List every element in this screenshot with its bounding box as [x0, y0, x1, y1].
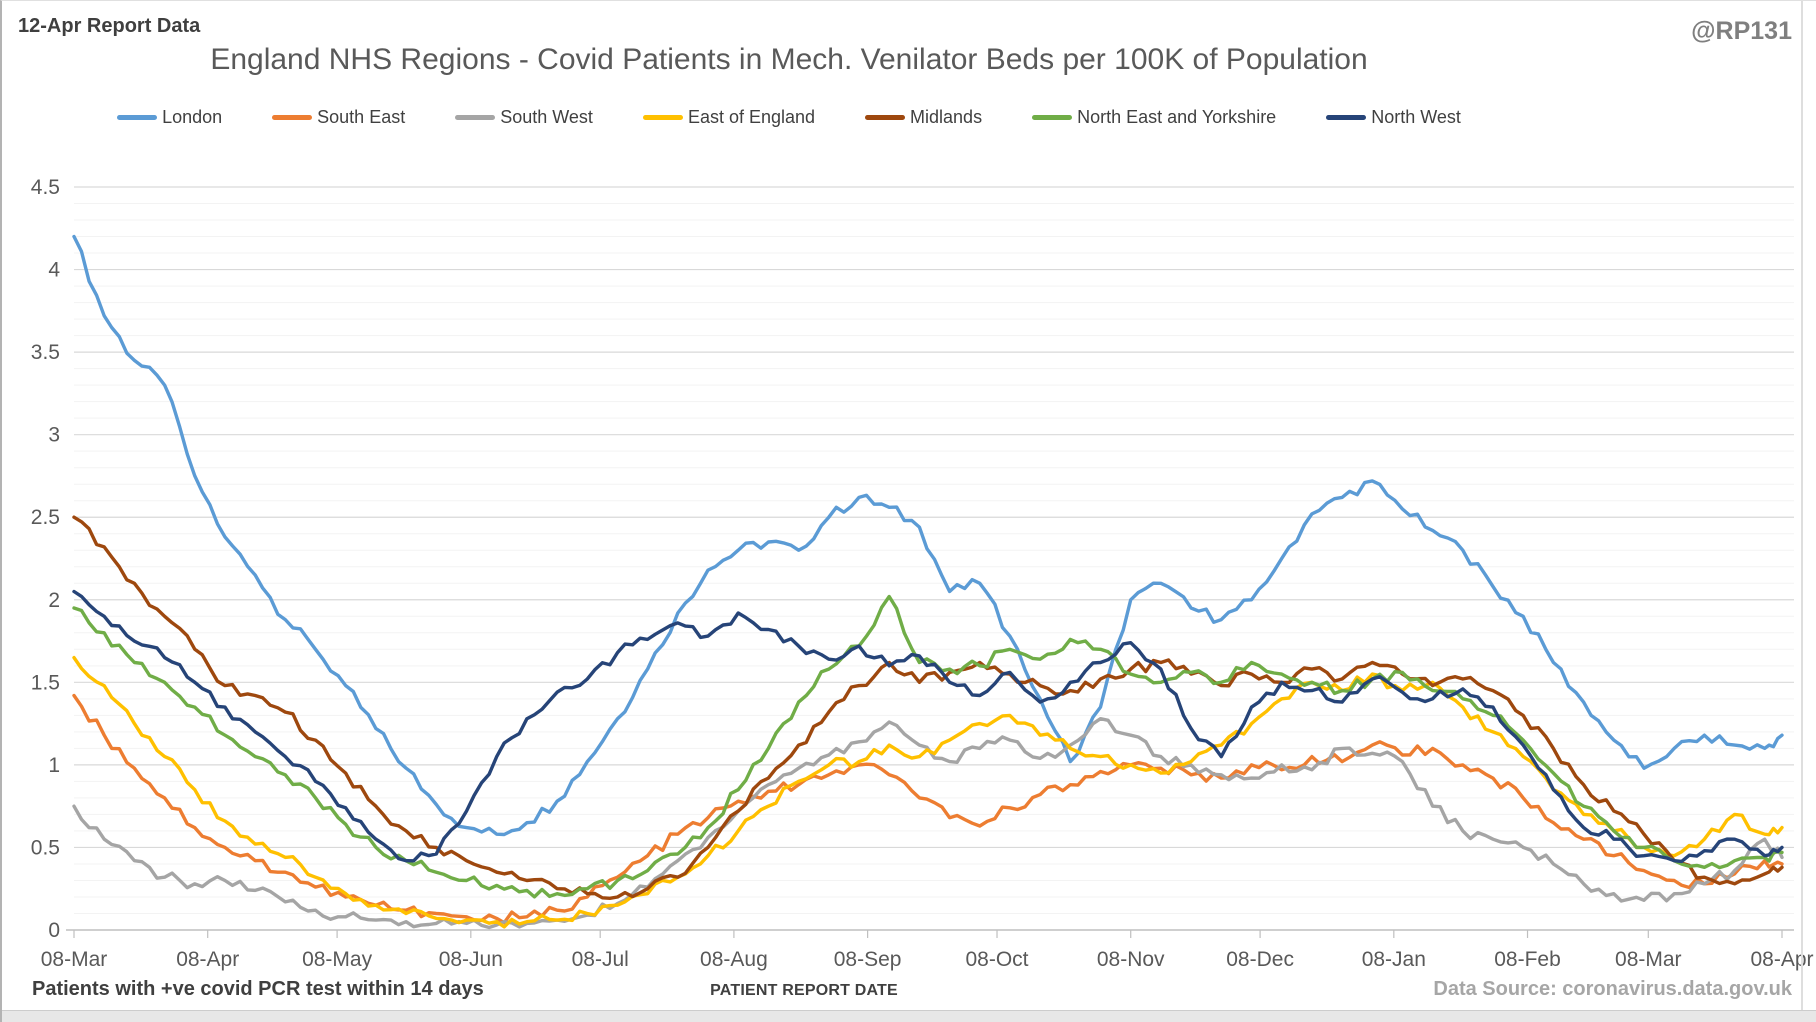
legend-item-north-east-and-yorkshire: North East and Yorkshire — [1032, 107, 1276, 128]
legend-item-midlands: Midlands — [865, 107, 982, 128]
x-tick-label: 08-Jun — [439, 948, 503, 971]
x-tick-label: 08-Aug — [700, 948, 768, 971]
report-date-label: 12-Apr Report Data — [18, 15, 201, 37]
series-line-south-west — [72, 717, 1784, 930]
x-tick-label: 08-Apr — [1750, 948, 1813, 971]
x-tick-label: 08-Mar — [41, 948, 108, 971]
legend-swatch-london — [117, 115, 158, 120]
x-axis-ticks — [73, 930, 1783, 938]
x-tick-label: 08-Feb — [1494, 948, 1561, 971]
legend-item-north-west: North West — [1326, 107, 1461, 128]
legend-swatch-north-east-and-yorkshire — [1032, 115, 1073, 120]
legend-item-south-west: South West — [455, 107, 593, 128]
y-tick-label: 1 — [48, 754, 60, 777]
legend-item-east-of-england: East of England — [642, 107, 816, 128]
legend-item-london: London — [117, 107, 222, 128]
legend-swatch-south-east — [272, 115, 313, 120]
x-tick-label: 08-Dec — [1226, 948, 1294, 971]
x-tick-label: 08-Jan — [1362, 948, 1426, 971]
footnote-pcr-definition: Patients with +ve covid PCR test within … — [32, 978, 484, 1000]
legend-label-midlands: Midlands — [910, 107, 983, 127]
legend-swatch-midlands — [865, 115, 906, 120]
x-tick-label: 08-Mar — [1615, 948, 1682, 971]
legend-item-south-east: South East — [272, 107, 405, 128]
data-source-label: Data Source: coronavirus.data.gov.uk — [1433, 978, 1792, 1000]
major-gridlines — [74, 186, 1794, 849]
y-tick-label: 3.5 — [31, 341, 60, 364]
y-tick-label: 1.5 — [31, 671, 60, 694]
legend-swatch-east-of-england — [642, 115, 683, 120]
window-bottom-strip — [2, 1010, 1816, 1022]
legend-label-south-west: South West — [500, 107, 593, 127]
page-right-edge — [1801, 1, 1803, 1011]
chart-legend: London South East South West East of Englan… — [74, 107, 1504, 128]
x-tick-label: 08-Oct — [965, 948, 1028, 971]
y-tick-label: 2 — [48, 589, 60, 612]
y-tick-label: 4 — [48, 259, 60, 282]
x-tick-label: 08-Apr — [176, 948, 239, 971]
y-axis-labels: 0 0.5 1 1.5 2 2.5 3 3.5 4 4.5 — [31, 176, 61, 942]
x-tick-label: 08-May — [302, 948, 373, 971]
legend-label-london: London — [162, 107, 223, 127]
legend-label-north-west: North West — [1371, 107, 1461, 127]
series-line-south-east — [72, 693, 1784, 925]
series-line-north-east-and-yorkshire — [72, 594, 1784, 899]
series-line-london — [72, 234, 1784, 837]
legend-label-east-of-england: East of England — [687, 107, 816, 127]
y-tick-label: 0.5 — [31, 836, 60, 859]
legend-label-south-east: South East — [317, 107, 406, 127]
x-axis-labels: 08-Mar 08-Apr 08-May 08-Jun 08-Jul 08-Aug 08-S… — [41, 948, 1814, 971]
series-line-north-west — [72, 589, 1784, 864]
x-tick-label: 08-Sep — [834, 948, 902, 971]
series-line-east-of-england — [72, 655, 1784, 929]
x-tick-label: 08-Nov — [1097, 948, 1165, 971]
legend-swatch-south-west — [455, 115, 496, 120]
y-tick-label: 2.5 — [31, 506, 60, 529]
y-tick-label: 4.5 — [31, 176, 60, 199]
series-lines — [72, 234, 1784, 930]
author-watermark: @RP131 — [1691, 17, 1792, 45]
x-tick-label: 08-Jul — [572, 948, 629, 971]
minor-gridlines — [74, 203, 1794, 914]
x-axis-title: PATIENT REPORT DATE — [710, 982, 898, 999]
series-line-midlands — [72, 515, 1784, 900]
legend-swatch-north-west — [1326, 115, 1367, 120]
chart-title: England NHS Regions - Covid Patients in … — [210, 43, 1368, 76]
y-tick-label: 3 — [48, 424, 60, 447]
legend-label-north-east-and-yorkshire: North East and Yorkshire — [1077, 107, 1277, 127]
y-tick-label: 0 — [48, 919, 60, 942]
